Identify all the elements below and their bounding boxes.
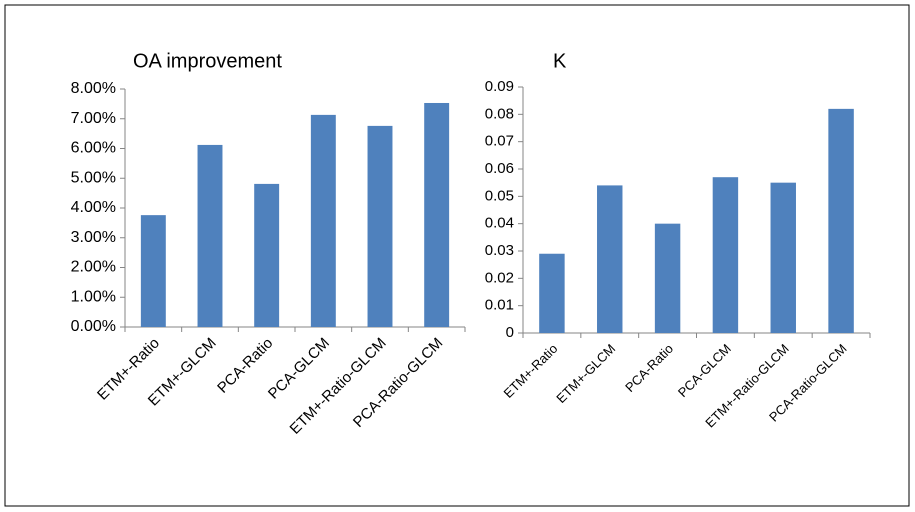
y-tick-label: 0.04: [485, 215, 514, 232]
bar: [654, 223, 681, 333]
bar: [310, 114, 336, 327]
y-tick-label: 0.05: [485, 187, 514, 204]
y-tick-label: 0.09: [485, 78, 514, 95]
y-tick-label: 0.02: [485, 269, 514, 286]
bar: [770, 182, 796, 333]
chart-title: K: [553, 50, 567, 72]
bar: [597, 185, 623, 333]
y-tick-label: 0.01: [485, 297, 514, 314]
y-tick-label: 2.00%: [71, 259, 116, 276]
y-tick-label: 8.00%: [71, 80, 116, 97]
y-tick-label: 0.06: [485, 160, 514, 177]
bar: [197, 144, 223, 327]
y-tick-label: 7.00%: [71, 110, 116, 127]
bar: [712, 177, 739, 333]
y-tick-label: 3.00%: [71, 229, 116, 246]
bar: [254, 183, 280, 327]
y-tick-label: 6.00%: [71, 140, 116, 157]
bar: [424, 102, 450, 327]
y-tick-label: 0: [506, 324, 514, 341]
bar: [367, 125, 393, 327]
bar: [140, 215, 166, 327]
bar: [539, 253, 565, 333]
chart-title: OA improvement: [133, 50, 282, 72]
y-tick-label: 1.00%: [71, 288, 116, 305]
y-tick-label: 5.00%: [71, 169, 116, 186]
bar: [828, 108, 854, 333]
y-tick-label: 0.00%: [71, 318, 116, 335]
y-tick-label: 0.08: [485, 105, 514, 122]
y-tick-label: 0.03: [485, 242, 514, 259]
y-tick-label: 0.07: [485, 133, 514, 150]
y-tick-label: 4.00%: [71, 199, 116, 216]
